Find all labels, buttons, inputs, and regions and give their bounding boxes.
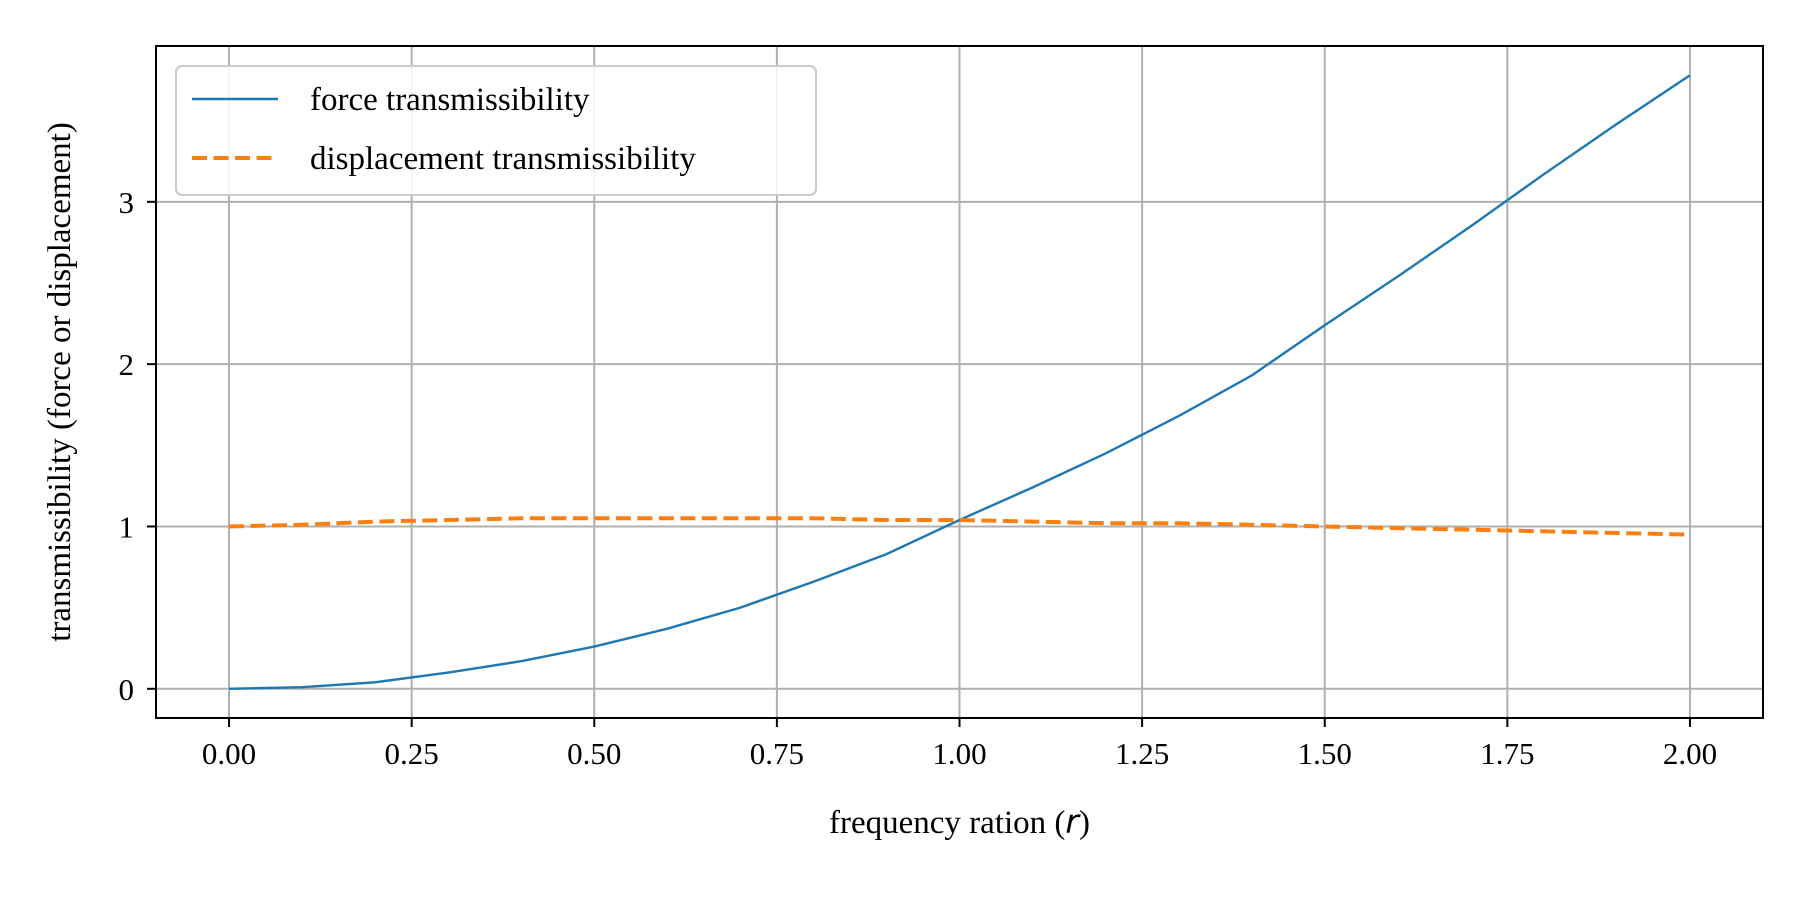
axis-ticks: 0.00 0.25 0.50 0.75 1.00 1.25 1.50 1.75 2.00 0 1 2 3	[119, 185, 1718, 771]
y-axis-label: transmissibility (force or displacement)	[42, 122, 78, 642]
x-tick-label: 1.00	[932, 736, 986, 771]
x-tick-label: 1.50	[1298, 736, 1352, 771]
x-axis-label: frequency ration (r)	[829, 802, 1090, 841]
force-transmissibility-line	[228, 74, 1691, 690]
y-tick-label: 0	[119, 672, 135, 707]
y-tick-label: 2	[119, 347, 135, 382]
x-tick-label: 0.25	[385, 736, 439, 771]
legend: force transmissibility displacement tran…	[175, 65, 817, 196]
x-tick-label: 1.75	[1480, 736, 1534, 771]
legend-label-force: force transmissibility	[310, 82, 590, 118]
legend-box	[175, 65, 817, 196]
x-tick-label: 0.50	[567, 736, 621, 771]
x-axis-label-text: frequency ration (	[829, 805, 1065, 841]
x-tick-label: 2.00	[1663, 736, 1717, 771]
displacement-transmissibility-line	[228, 516, 1691, 537]
plot-series	[228, 74, 1691, 690]
x-tick-label: 0.00	[202, 736, 256, 771]
y-tick-label: 3	[119, 185, 135, 220]
x-axis-label-suffix: )	[1079, 805, 1090, 841]
legend-label-displacement: displacement transmissibility	[310, 141, 696, 177]
y-tick-label: 1	[119, 509, 135, 544]
x-axis-label-variable: r	[1065, 802, 1081, 841]
x-tick-label: 0.75	[750, 736, 804, 771]
x-tick-label: 1.25	[1115, 736, 1169, 771]
